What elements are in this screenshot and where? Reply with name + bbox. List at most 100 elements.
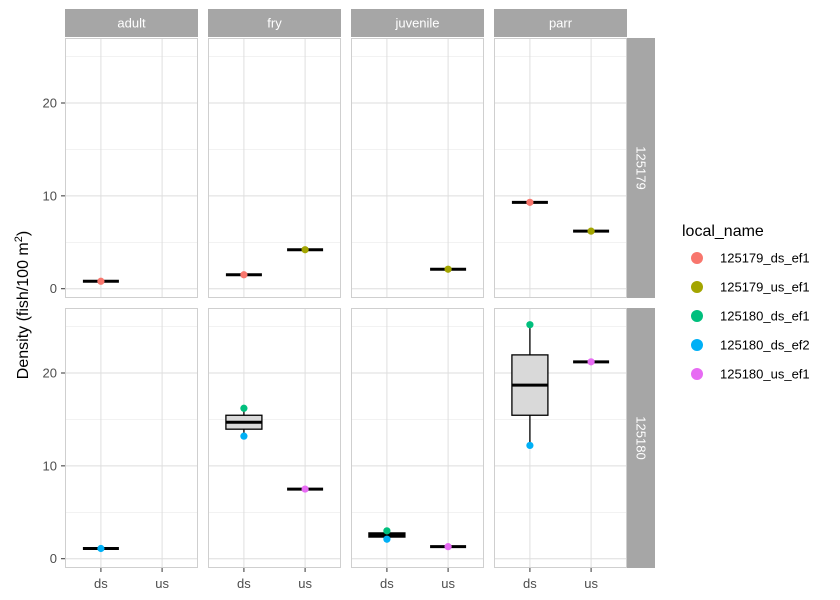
facet-strips: adult fry juvenile parr 125179 125180 [65, 9, 655, 568]
legend-label: 125180_us_ef1 [720, 367, 810, 382]
box-us [287, 246, 324, 254]
point-125180_ds_ef2 [383, 535, 391, 543]
point-125180_us_ef1 [587, 358, 595, 366]
panel-background [494, 308, 627, 568]
point-125180_ds_ef1 [383, 527, 391, 535]
panel-border [494, 38, 627, 298]
panel-parr-125179 [494, 38, 627, 298]
point-125179_ds_ef1 [240, 271, 248, 279]
marks-adult-125180 [82, 544, 119, 553]
box-ds [82, 277, 119, 285]
point-125180_ds_ef1 [240, 404, 248, 412]
x-tick-label: us [155, 576, 169, 591]
panel-adult-125180 [65, 308, 198, 568]
x-tick-label: us [441, 576, 455, 591]
strip-label-125179: 125179 [634, 146, 649, 189]
box-ds [82, 544, 119, 553]
x-tick-label: ds [237, 576, 251, 591]
box-us [573, 227, 610, 235]
legend-key [691, 339, 703, 351]
legend-title: local_name [682, 223, 764, 240]
x-tick-label: ds [94, 576, 108, 591]
box-ds [225, 404, 263, 440]
y-tick-label: 0 [50, 551, 57, 566]
legend-entry-125180_ds_ef1: 125180_ds_ef1 [691, 309, 810, 324]
box-us [573, 358, 610, 366]
point-125180_us_ef1 [301, 485, 309, 493]
box-ds [511, 198, 548, 206]
panel-background [65, 308, 198, 568]
panel-border [351, 308, 484, 568]
panel-juvenile-125180 [351, 308, 484, 568]
legend-key [691, 281, 703, 293]
panel-border [208, 38, 341, 298]
strip-label-adult: adult [117, 16, 146, 31]
marks-parr-125179 [511, 198, 610, 235]
legend-entry-125180_ds_ef2: 125180_ds_ef2 [691, 338, 810, 353]
legend-key [691, 252, 703, 264]
point-125179_us_ef1 [587, 227, 595, 235]
box-ds [225, 271, 262, 279]
panel-border [65, 38, 198, 298]
panel-border [351, 38, 484, 298]
strip-fry [208, 9, 341, 37]
point-125179_ds_ef1 [526, 198, 534, 206]
y-tick-label: 20 [43, 96, 57, 111]
point-125180_ds_ef2 [240, 432, 248, 440]
x-tick-label: us [584, 576, 598, 591]
x-tick-label: ds [523, 576, 537, 591]
strip-parr [494, 9, 627, 37]
y-axis-title-superscript: 2 [13, 236, 25, 242]
point-125179_ds_ef1 [97, 277, 105, 285]
box-us [430, 543, 467, 551]
legend-label: 125179_us_ef1 [720, 280, 810, 295]
marks-adult-125179 [82, 277, 119, 285]
panel-fry-125180 [208, 308, 341, 568]
strip-adult [65, 9, 198, 37]
y-tick-label: 10 [43, 188, 57, 203]
legend-key [691, 310, 703, 322]
panel-background [208, 308, 341, 568]
y-tick-label: 10 [43, 458, 57, 473]
panels-layer [65, 38, 627, 568]
panel-parr-125180 [494, 308, 627, 568]
panel-background [208, 38, 341, 298]
y-axis-title: Density (fish/100 m2) [13, 231, 32, 379]
point-125179_us_ef1 [444, 265, 452, 273]
marks-juvenile-125180 [368, 527, 467, 551]
box-ds [368, 527, 406, 543]
point-125180_us_ef1 [444, 543, 452, 551]
panel-juvenile-125179 [351, 38, 484, 298]
legend-label: 125180_ds_ef1 [720, 309, 810, 324]
legend-key [691, 368, 703, 380]
box-us [430, 265, 467, 273]
strip-label-juvenile: juvenile [394, 16, 439, 31]
marks-parr-125180 [511, 321, 610, 450]
box-ds [511, 321, 549, 450]
panel-background [351, 308, 484, 568]
y-axis-title-close: ) [15, 231, 32, 236]
strip-125179 [627, 38, 655, 298]
axes: 0 10 20 0 10 20 ds us ds us ds us ds us [43, 96, 599, 592]
marks-fry-125179 [225, 246, 324, 279]
point-125180_ds_ef2 [526, 441, 534, 450]
legend-label: 125180_ds_ef2 [720, 338, 810, 353]
point-125180_ds_ef2 [97, 544, 105, 553]
panel-background [65, 38, 198, 298]
y-axis-title-main: Density (fish/100 m [15, 242, 32, 379]
strip-label-fry: fry [267, 16, 282, 31]
panel-background [494, 38, 627, 298]
panel-background [351, 38, 484, 298]
point-125180_ds_ef1 [526, 321, 534, 329]
panel-border [65, 308, 198, 568]
strip-label-125180: 125180 [634, 416, 649, 459]
marks-juvenile-125179 [430, 265, 467, 273]
y-tick-label: 0 [50, 281, 57, 296]
legend-entry-125180_us_ef1: 125180_us_ef1 [691, 367, 810, 382]
legend-label: 125179_ds_ef1 [720, 251, 810, 266]
marks-fry-125180 [225, 404, 324, 493]
legend-entry-125179_ds_ef1: 125179_ds_ef1 [691, 251, 810, 266]
strip-125180 [627, 308, 655, 568]
x-tick-label: us [298, 576, 312, 591]
